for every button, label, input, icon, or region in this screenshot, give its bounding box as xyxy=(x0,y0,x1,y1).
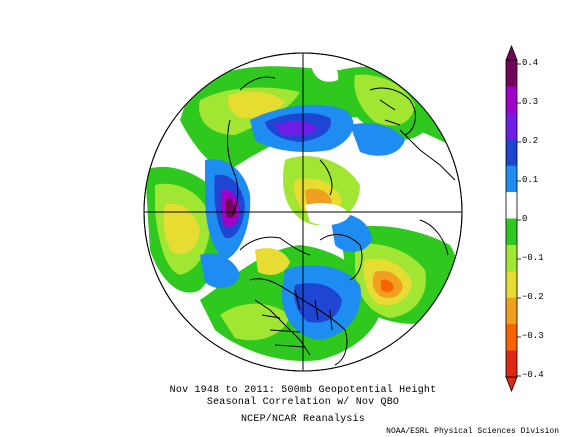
colorbar-segment xyxy=(506,165,517,193)
colorbar-segment xyxy=(506,112,517,140)
yellow-north xyxy=(228,91,285,118)
colorbar-label: −0.1 xyxy=(522,253,544,263)
zero-zone-northeast xyxy=(415,149,455,207)
light-green-northeast xyxy=(354,74,415,126)
blue-southwest xyxy=(200,253,240,289)
colorbar-segment xyxy=(506,139,517,167)
polar-map xyxy=(143,52,463,372)
colorbar-label: 0.4 xyxy=(522,58,539,68)
colorbar-segment xyxy=(506,218,517,246)
colorbar-segment xyxy=(506,60,517,87)
orange-east-core xyxy=(381,279,394,293)
colorbar-segment xyxy=(506,271,517,299)
coastlines xyxy=(227,76,456,366)
colorbar-segment xyxy=(506,297,517,325)
caption-dataset: NCEP/NCAR Reanalysis xyxy=(240,414,366,425)
colorbar-label: 0.1 xyxy=(522,175,539,185)
caption-title: Nov 1948 to 2011: 500mb Geopotential Hei… xyxy=(169,385,437,396)
purple-arctic xyxy=(275,121,318,137)
colorbar-segment xyxy=(506,350,517,378)
colorbar-label: 0 xyxy=(522,214,528,224)
colorbar-segment xyxy=(506,324,517,352)
colorbar-label: −0.4 xyxy=(522,370,544,380)
colorbar xyxy=(505,44,521,393)
colorbar-segment xyxy=(506,244,517,272)
blue-northeast xyxy=(350,123,405,156)
credit-text: NOAA/ESRL Physical Sciences Division xyxy=(386,427,559,436)
colorbar-label: −0.2 xyxy=(522,292,544,302)
colorbar-label: 0.3 xyxy=(522,97,539,107)
blue-east xyxy=(330,213,372,252)
yellow-west xyxy=(163,203,200,254)
zero-zone-north xyxy=(310,59,339,82)
zero-zone-pole xyxy=(305,203,350,226)
colorbar-label: −0.3 xyxy=(522,331,544,341)
correlation-field xyxy=(145,59,460,366)
colorbar-arrow-top xyxy=(505,44,518,61)
yellow-south-center xyxy=(255,248,290,275)
caption-subtitle: Seasonal Correlation w/ Nov QBO xyxy=(206,397,400,408)
colorbar-segment xyxy=(506,192,517,219)
colorbar-segment xyxy=(506,86,517,114)
colorbar-label: 0.2 xyxy=(522,136,539,146)
